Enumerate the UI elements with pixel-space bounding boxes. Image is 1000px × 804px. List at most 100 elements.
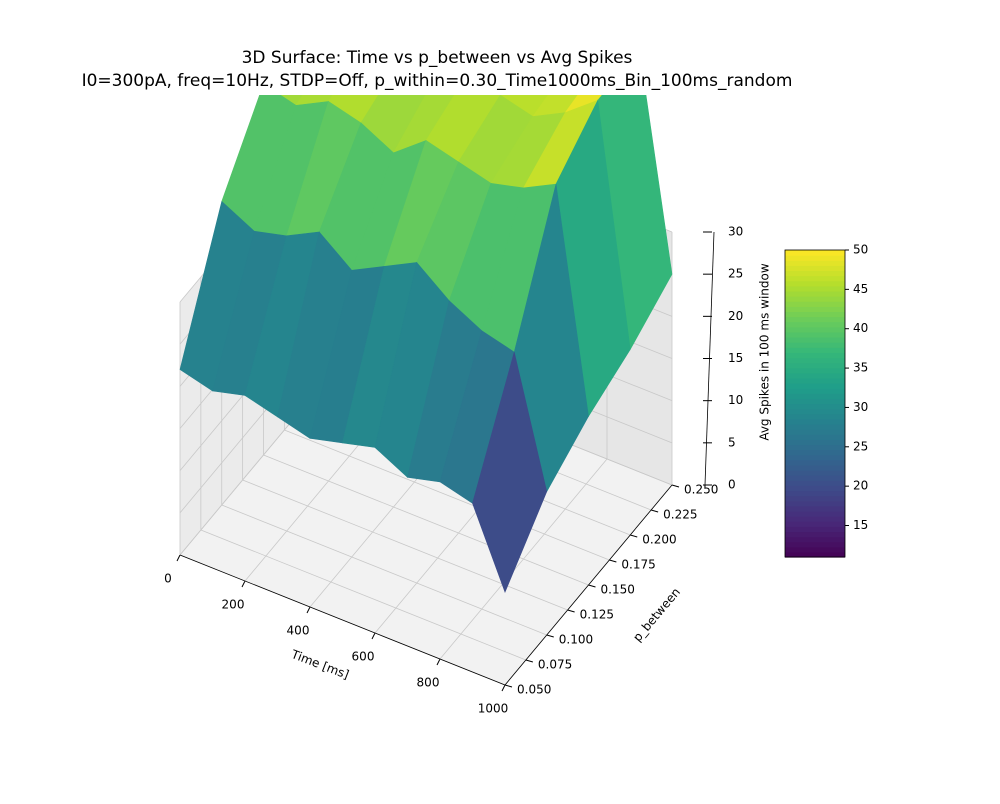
colorbar-step	[785, 500, 845, 507]
colorbar-step	[785, 321, 845, 328]
x-tick-label: 600	[352, 650, 375, 664]
axis-line	[704, 231, 715, 486]
x-tick	[306, 606, 311, 614]
colorbar-step	[785, 521, 845, 527]
colorbar-step	[785, 326, 845, 333]
surface-face	[338, 0, 412, 39]
x-tick-label: 1000	[478, 702, 509, 716]
colorbar-step	[785, 541, 845, 548]
colorbar-step	[785, 403, 845, 410]
y-tick-label: 0.050	[517, 683, 551, 697]
colorbar-tick-label: 50	[853, 243, 868, 257]
surface-face	[295, 95, 333, 106]
colorbar-step	[785, 352, 845, 359]
y-tick	[609, 559, 617, 563]
colorbar-step	[785, 454, 845, 461]
z-tick-label: 20	[728, 309, 743, 323]
colorbar-step	[785, 536, 845, 543]
colorbar-step	[785, 418, 845, 425]
colorbar-tick-label: 25	[853, 439, 868, 453]
colorbar-step	[785, 429, 845, 435]
axis-line	[179, 554, 506, 686]
colorbar-step	[785, 255, 845, 261]
colorbar-step	[785, 265, 845, 272]
colorbar-step	[785, 480, 845, 486]
colorbar-step	[785, 372, 845, 379]
colorbar-step	[785, 306, 845, 312]
colorbar-step	[785, 270, 845, 277]
y-tick	[650, 509, 659, 513]
colorbar-tick-label: 15	[853, 518, 868, 532]
colorbar-step	[785, 398, 845, 405]
colorbar-step	[785, 449, 845, 456]
z-tick-label: 15	[728, 351, 743, 365]
colorbar-step	[785, 526, 845, 533]
y-grid-line	[284, 429, 610, 561]
axis-line	[504, 484, 673, 686]
chart-title: 3D Surface: Time vs p_between vs Avg Spi…	[242, 48, 633, 68]
colorbar-step	[785, 444, 845, 451]
colorbar-step	[785, 485, 845, 492]
y-tick-label: 0.250	[684, 483, 718, 497]
colorbar-step	[785, 290, 845, 297]
colorbar-step	[785, 342, 845, 348]
z-tick-label: 10	[728, 393, 743, 407]
colorbar-step	[785, 347, 845, 353]
y-grid-line	[242, 479, 568, 611]
x-tick-label: 0	[164, 572, 172, 586]
colorbar-step	[785, 531, 845, 538]
x-tick	[501, 684, 506, 692]
colorbar-step	[785, 280, 845, 287]
colorbar-step	[785, 393, 845, 399]
y-tick	[671, 484, 680, 488]
colorbar-step	[785, 275, 845, 282]
colorbar-tick-label: 20	[853, 479, 868, 493]
colorbar-step	[785, 301, 845, 307]
colorbar-step	[785, 311, 845, 318]
colorbar-step	[785, 388, 845, 394]
y-tick	[546, 634, 554, 638]
colorbar-step	[785, 516, 845, 522]
colorbar-step	[785, 377, 845, 384]
colorbar-step	[785, 470, 845, 476]
colorbar-tick-label: 30	[853, 400, 868, 414]
x-tick-label: 200	[222, 598, 245, 612]
colorbar-step	[785, 464, 845, 471]
colorbar: 15 20 25 30 35 40 45 50	[784, 243, 868, 558]
surface-face	[472, 352, 548, 594]
colorbar-step	[785, 459, 845, 466]
colorbar-tick-label: 35	[853, 361, 868, 375]
y-tick	[525, 659, 534, 663]
y-tick-label: 0.175	[621, 558, 655, 572]
y-axis-label: p_between	[630, 585, 683, 644]
colorbar-step	[785, 490, 845, 497]
x-tick	[176, 554, 181, 562]
colorbar-step	[785, 505, 845, 512]
y-tick-label: 0.225	[663, 508, 697, 522]
colorbar-step	[785, 434, 845, 440]
colorbar-step	[785, 510, 845, 517]
colorbar-tick-label: 40	[853, 321, 868, 335]
x-tick	[371, 632, 376, 640]
colorbar-step	[785, 475, 845, 481]
colorbar-step	[785, 495, 845, 502]
colorbar-step	[785, 408, 845, 415]
colorbar-step	[785, 413, 845, 420]
x-tick	[241, 580, 246, 588]
y-tick	[567, 609, 575, 613]
colorbar-step	[785, 260, 845, 266]
y-tick	[588, 584, 596, 588]
y-tick	[630, 534, 638, 538]
colorbar-frame	[784, 249, 846, 558]
y-tick-label: 0.125	[580, 608, 614, 622]
chart-subtitle: I0=300pA, freq=10Hz, STDP=Off, p_within=…	[82, 71, 793, 91]
x-axis-label: Time [ms]	[288, 647, 350, 682]
colorbar-step	[785, 439, 845, 446]
x-tick-label: 800	[417, 676, 440, 690]
surface-face	[435, 15, 509, 77]
x-tick-label: 400	[287, 624, 310, 638]
y-tick-label: 0.150	[601, 583, 635, 597]
colorbar-step	[785, 362, 845, 369]
colorbar-step	[785, 250, 845, 256]
